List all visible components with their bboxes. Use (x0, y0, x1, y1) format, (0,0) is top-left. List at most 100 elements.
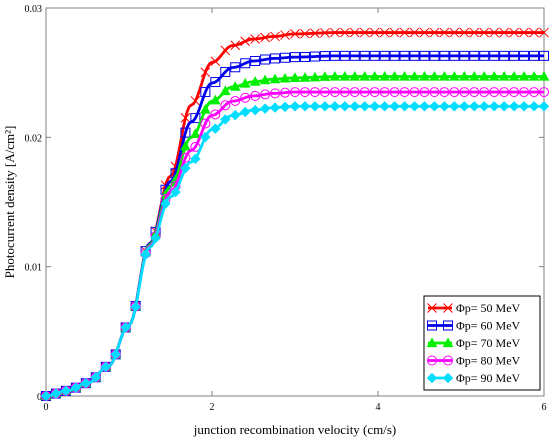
data-point (359, 87, 370, 98)
data-point (429, 71, 440, 81)
data-point (289, 72, 301, 82)
data-point (270, 88, 281, 99)
data-point (250, 90, 261, 101)
y-tick-label: 0.03 (25, 4, 43, 15)
data-point (389, 27, 400, 38)
data-point (439, 101, 450, 112)
data-point (518, 101, 530, 112)
data-point (489, 50, 500, 61)
x-tick-label: 4 (376, 402, 381, 413)
legend-item: Φp= 60 MeV (427, 319, 521, 333)
data-point (130, 301, 141, 313)
data-point (529, 27, 539, 38)
legend-label: Φp= 80 MeV (456, 354, 521, 368)
x-tick-label: 0 (44, 402, 49, 413)
legend-item: Φp= 80 MeV (427, 354, 521, 368)
data-point (249, 104, 261, 116)
plot-frame (45, 7, 545, 397)
data-point (339, 87, 350, 98)
data-point (419, 27, 430, 38)
data-point (339, 50, 350, 61)
data-point (479, 27, 490, 38)
data-point (443, 355, 453, 366)
data-point (489, 27, 500, 38)
data-point (280, 52, 291, 63)
data-point (429, 101, 440, 112)
data-point (259, 74, 271, 85)
data-point (538, 101, 550, 112)
data-point (309, 71, 321, 82)
y-tick-label: 0.02 (25, 133, 43, 144)
data-point (399, 50, 410, 61)
data-point (498, 71, 510, 81)
data-point (230, 109, 241, 121)
data-point (429, 50, 440, 61)
data-point (190, 153, 201, 165)
data-point (329, 71, 341, 81)
data-point (479, 87, 490, 98)
data-point (509, 87, 520, 98)
data-point (250, 55, 261, 66)
data-point (299, 87, 310, 98)
data-point (309, 101, 321, 112)
data-point (508, 101, 520, 112)
data-point (219, 85, 231, 96)
data-point (120, 322, 131, 333)
legend-label: Φp= 50 MeV (456, 301, 521, 315)
data-point (426, 337, 438, 348)
data-point (230, 95, 241, 106)
data-point (509, 50, 520, 61)
data-point (459, 50, 470, 61)
data-point (180, 113, 191, 123)
data-point (443, 320, 453, 331)
data-point (469, 101, 480, 112)
legend-label: Φp= 90 MeV (456, 371, 521, 385)
data-point (339, 101, 351, 112)
data-point (519, 50, 530, 61)
data-point (190, 128, 201, 138)
data-point (229, 81, 241, 91)
data-point (200, 67, 211, 78)
data-point (210, 77, 221, 88)
y-tick-label: 0.01 (25, 263, 43, 274)
data-point (439, 50, 450, 61)
data-point (349, 71, 361, 81)
data-point (458, 71, 470, 81)
data-point (389, 71, 400, 81)
data-point (488, 101, 500, 112)
data-point (250, 34, 261, 44)
data-point (539, 87, 549, 98)
data-point (459, 87, 470, 98)
data-point (270, 31, 280, 42)
data-point (230, 62, 241, 73)
data-point (309, 51, 320, 62)
data-point (270, 53, 281, 64)
data-point (349, 27, 360, 38)
data-point (180, 127, 191, 138)
data-point (290, 29, 300, 39)
data-point (529, 50, 540, 61)
data-point (519, 87, 530, 98)
data-point (369, 71, 381, 81)
data-point (479, 50, 490, 61)
data-point (280, 30, 290, 40)
data-point (469, 27, 480, 38)
legend-item: Φp= 50 MeV (427, 301, 521, 315)
data-point (499, 87, 510, 98)
data-point (429, 27, 440, 38)
data-point (389, 87, 400, 98)
data-point (220, 114, 231, 125)
data-point (200, 118, 211, 129)
data-point (220, 100, 231, 111)
data-point (369, 101, 380, 112)
data-point (508, 71, 520, 81)
data-point (240, 36, 251, 47)
data-point (259, 103, 271, 114)
data-point (439, 87, 450, 98)
data-point (528, 101, 540, 112)
data-point (369, 50, 380, 61)
data-point (488, 71, 500, 81)
data-point (449, 50, 460, 61)
data-point (190, 96, 201, 106)
